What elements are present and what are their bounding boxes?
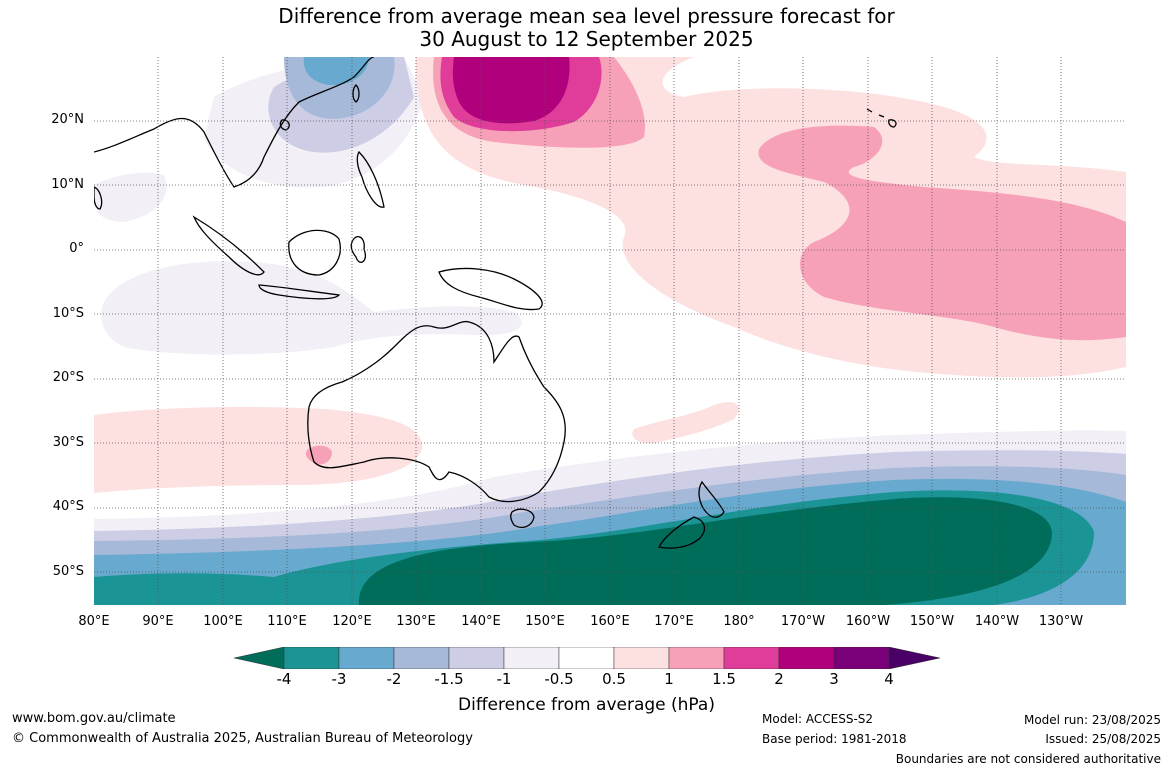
colorbar-tick-minus-0-5: -0.5 bbox=[544, 670, 574, 688]
colorbar-swatch-below-minus-4 bbox=[234, 647, 285, 669]
new-zealand-south-coastline bbox=[658, 516, 706, 549]
latitude-label-10s: 10°S bbox=[52, 306, 84, 321]
colorbar-swatch-minus-2 bbox=[393, 647, 450, 669]
hawaii-islands bbox=[866, 108, 897, 128]
taiwan-coastline bbox=[352, 84, 360, 103]
model-run-date: Model run: 23/08/2025 bbox=[1023, 713, 1161, 727]
anomaly-region-plus-1-pacific bbox=[758, 125, 1126, 341]
map-title-line-1: Difference from average mean sea level p… bbox=[278, 4, 895, 28]
latitude-label-40s: 40°S bbox=[52, 499, 84, 514]
map-title-line-2: 30 August to 12 September 2025 bbox=[419, 27, 754, 51]
colorbar-tick-plus-1: 1 bbox=[664, 670, 674, 688]
colorbar-tick-plus-4: 4 bbox=[884, 670, 894, 688]
longitude-label-140w: 140°W bbox=[974, 614, 1020, 629]
colorbar-swatch-minus-0-5-to-0-5 bbox=[558, 647, 615, 669]
anomaly-region-minus-3-west bbox=[94, 576, 244, 605]
latitude-label-50s: 50°S bbox=[52, 564, 84, 579]
bom-website-link[interactable]: www.bom.gov.au/climate bbox=[12, 711, 176, 726]
colorbar-swatch-minus-4 bbox=[283, 647, 340, 669]
latitude-label-20s: 20°S bbox=[52, 370, 84, 385]
longitude-label-100e: 100°E bbox=[203, 614, 243, 629]
anomaly-region-minus-4 bbox=[358, 497, 1053, 605]
base-period: Base period: 1981-2018 bbox=[762, 732, 907, 746]
longitude-label-180: 180° bbox=[723, 614, 755, 629]
colorbar-swatch-plus-1-5 bbox=[723, 647, 780, 669]
colorbar-swatch-plus-1 bbox=[668, 647, 725, 669]
anomaly-region-plus-0-5-indian bbox=[94, 407, 423, 493]
anomaly-region-white-gap bbox=[662, 57, 1126, 172]
colorbar-tick-minus-1-5: -1.5 bbox=[434, 670, 464, 688]
anomaly-region-plus-2-north bbox=[452, 57, 570, 124]
sri-lanka-coastline bbox=[94, 186, 103, 210]
colorbar-swatch-minus-1 bbox=[503, 647, 560, 669]
longitude-label-150w: 150°W bbox=[909, 614, 955, 629]
colorbar-swatch-plus-3 bbox=[833, 647, 890, 669]
asia-mainland-coastline bbox=[94, 57, 375, 188]
longitude-label-140e: 140°E bbox=[461, 614, 501, 629]
sumatra-coastline bbox=[192, 215, 265, 276]
longitude-label-130e: 130°E bbox=[396, 614, 436, 629]
colorbar-tick-minus-3: -3 bbox=[331, 670, 347, 688]
philippines-coastline bbox=[356, 150, 385, 208]
colorbar-tick-minus-1: -1 bbox=[496, 670, 512, 688]
colorbar-tick-plus-3: 3 bbox=[829, 670, 839, 688]
model-name: Model: ACCESS-S2 bbox=[762, 712, 874, 726]
colorbar-tick-plus-1-5: 1.5 bbox=[712, 670, 736, 688]
issued-date: Issued: 25/08/2025 bbox=[1045, 732, 1161, 746]
colorbar-swatch-plus-0-5 bbox=[613, 647, 670, 669]
latitude-label-30s: 30°S bbox=[52, 435, 84, 450]
longitude-label-110e: 110°E bbox=[267, 614, 307, 629]
latitude-label-10n: 10°N bbox=[51, 177, 84, 192]
longitude-label-80e: 80°E bbox=[78, 614, 110, 629]
longitude-label-160e: 160°E bbox=[590, 614, 630, 629]
colorbar-label: Difference from average (hPa) bbox=[458, 695, 715, 715]
longitude-label-170e: 170°E bbox=[654, 614, 694, 629]
coastlines bbox=[94, 57, 897, 549]
copyright-notice: © Commonwealth of Australia 2025, Austra… bbox=[12, 731, 473, 746]
colorbar bbox=[234, 647, 940, 669]
borneo-coastline bbox=[288, 229, 341, 276]
colorbar-swatch-plus-2 bbox=[778, 647, 835, 669]
australia-coastline bbox=[307, 320, 566, 503]
anomaly-region-plus-1-perth bbox=[305, 445, 332, 465]
anomaly-region-plus-0-5-tasman bbox=[632, 402, 739, 444]
colorbar-swatch-above-plus-4 bbox=[888, 647, 940, 669]
colorbar-tick-plus-2: 2 bbox=[774, 670, 784, 688]
longitude-label-90e: 90°E bbox=[142, 614, 174, 629]
pressure-anomaly-map bbox=[94, 57, 1126, 605]
longitude-label-160w: 160°W bbox=[845, 614, 891, 629]
latitude-label-equator: 0° bbox=[69, 241, 84, 256]
colorbar-tick-minus-2: -2 bbox=[386, 670, 402, 688]
graticule bbox=[94, 57, 1126, 605]
colorbar-swatch-minus-3 bbox=[338, 647, 395, 669]
anomaly-region-minus-0-5-indian bbox=[101, 261, 522, 355]
new-guinea-coastline bbox=[438, 267, 543, 311]
tasmania-coastline bbox=[510, 508, 535, 528]
boundaries-disclaimer: Boundaries are not considered authoritat… bbox=[895, 752, 1161, 766]
longitude-label-150e: 150°E bbox=[525, 614, 565, 629]
colorbar-swatch-minus-1-5 bbox=[448, 647, 505, 669]
longitude-label-130w: 130°W bbox=[1038, 614, 1084, 629]
colorbar-tick-minus-4: -4 bbox=[276, 670, 292, 688]
new-zealand-north-coastline bbox=[698, 480, 725, 518]
colorbar-tick-plus-0-5: 0.5 bbox=[602, 670, 626, 688]
longitude-label-120e: 120°E bbox=[332, 614, 372, 629]
java-coastline bbox=[258, 284, 341, 300]
longitude-label-170w: 170°W bbox=[780, 614, 826, 629]
latitude-label-20n: 20°N bbox=[51, 112, 84, 127]
